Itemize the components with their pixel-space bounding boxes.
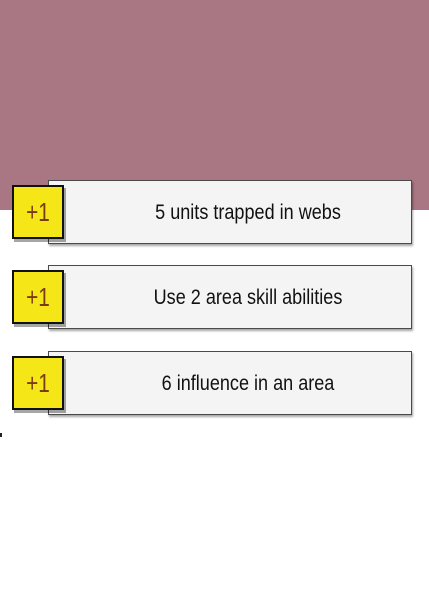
reward-value: +1 — [26, 282, 50, 312]
objective-item: Use 2 area skill abilities +1 — [12, 265, 412, 331]
reward-badge: +1 — [12, 185, 64, 239]
reward-value: +1 — [26, 197, 50, 227]
objective-item: 5 units trapped in webs +1 — [12, 180, 412, 246]
reward-value: +1 — [26, 368, 50, 398]
objective-item: 6 influence in an area +1 — [12, 351, 412, 417]
reward-badge: +1 — [12, 356, 64, 410]
objective-text: Use 2 area skill abilities — [153, 286, 343, 309]
objective-text: 5 units trapped in webs — [155, 201, 341, 224]
objective-text: 6 influence in an area — [161, 372, 335, 395]
reward-badge: +1 — [12, 270, 64, 324]
edge-mark — [0, 433, 2, 437]
objective-card: Use 2 area skill abilities — [48, 265, 412, 329]
objective-card: 6 influence in an area — [48, 351, 412, 415]
header-band — [0, 0, 429, 210]
objective-card: 5 units trapped in webs — [48, 180, 412, 244]
